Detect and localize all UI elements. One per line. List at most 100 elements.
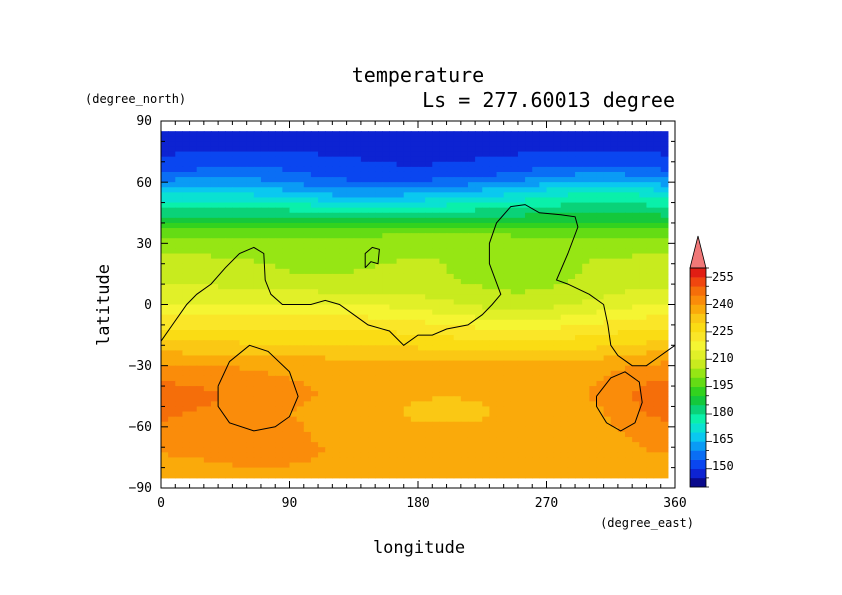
field-cell: [489, 294, 498, 301]
field-cell: [268, 182, 276, 188]
colorbar-swatch: [690, 286, 706, 296]
field-cell: [225, 263, 233, 270]
field-cell: [296, 212, 305, 219]
field-cell: [418, 243, 426, 250]
field-cell: [232, 472, 241, 479]
field-cell: [303, 136, 312, 142]
field-cell: [582, 431, 590, 438]
field-cell: [546, 472, 555, 479]
field-cell: [603, 421, 612, 428]
field-cell: [546, 233, 555, 239]
field-cell: [318, 350, 326, 357]
field-cell: [368, 365, 376, 372]
field-cell: [632, 197, 640, 204]
field-cell: [303, 431, 312, 438]
field-cell: [517, 207, 526, 214]
field-cell: [625, 263, 633, 270]
field-cell: [218, 309, 226, 316]
field-cell: [517, 309, 526, 316]
field-cell: [425, 421, 433, 428]
field-cell: [161, 442, 169, 448]
field-cell: [175, 212, 184, 219]
field-cell: [353, 467, 362, 474]
field-cell: [161, 426, 169, 433]
field-cell: [346, 171, 355, 178]
field-cell: [582, 442, 590, 448]
field-cell: [246, 136, 255, 142]
field-cell: [546, 253, 555, 260]
field-cell: [282, 345, 291, 351]
field-cell: [332, 437, 341, 443]
field-cell: [589, 401, 598, 408]
field-cell: [368, 279, 376, 285]
field-cell: [310, 431, 319, 438]
colorbar-swatch: [690, 468, 706, 479]
field-cell: [346, 177, 355, 183]
field-cell: [268, 309, 276, 316]
field-cell: [653, 268, 662, 275]
field-cell: [196, 416, 205, 423]
field-cell: [425, 437, 433, 443]
field-cell: [382, 161, 391, 168]
field-cell: [239, 131, 248, 137]
field-cell: [432, 365, 441, 372]
field-cell: [553, 360, 562, 367]
field-cell: [218, 370, 226, 377]
field-cell: [346, 161, 355, 168]
field-cell: [410, 452, 419, 459]
field-cell: [260, 161, 269, 168]
field-cell: [467, 314, 476, 321]
field-cell: [489, 151, 498, 158]
field-cell: [275, 146, 283, 153]
field-cell: [510, 207, 519, 214]
field-cell: [510, 370, 519, 377]
field-cell: [210, 197, 219, 204]
field-cell: [575, 284, 583, 290]
field-cell: [375, 462, 383, 469]
field-cell: [403, 314, 412, 321]
field-cell: [660, 457, 669, 464]
field-cell: [418, 309, 426, 316]
field-cell: [496, 294, 505, 301]
field-cell: [203, 370, 212, 377]
field-cell: [525, 416, 533, 423]
field-cell: [453, 217, 462, 224]
field-cell: [303, 370, 312, 377]
field-cell: [210, 146, 219, 153]
field-cell: [425, 386, 433, 392]
field-cell: [382, 411, 391, 418]
field-cell: [239, 202, 248, 209]
field-cell: [210, 472, 219, 479]
field-cell: [396, 299, 405, 306]
field-cell: [646, 457, 655, 464]
field-cell: [168, 243, 176, 250]
field-cell: [539, 299, 548, 306]
field-cell: [318, 411, 326, 418]
field-cell: [346, 431, 355, 438]
field-cell: [282, 166, 291, 173]
field-cell: [203, 279, 212, 285]
field-cell: [332, 411, 341, 418]
field-cell: [575, 141, 583, 148]
field-cell: [360, 136, 369, 142]
field-cell: [168, 187, 176, 193]
field-cell: [239, 391, 248, 397]
field-cell: [239, 437, 248, 443]
field-cell: [603, 161, 612, 168]
field-cell: [396, 263, 405, 270]
field-cell: [653, 426, 662, 433]
field-cell: [589, 416, 598, 423]
field-cell: [632, 365, 640, 372]
field-cell: [253, 431, 262, 438]
field-cell: [168, 447, 176, 453]
field-cell: [303, 401, 312, 408]
field-cell: [382, 401, 391, 408]
field-cell: [253, 166, 262, 173]
field-cell: [596, 411, 605, 418]
field-cell: [575, 289, 583, 295]
field-cell: [246, 197, 255, 204]
field-cell: [646, 217, 655, 224]
field-cell: [346, 345, 355, 351]
field-cell: [210, 309, 219, 316]
field-cell: [403, 212, 412, 219]
